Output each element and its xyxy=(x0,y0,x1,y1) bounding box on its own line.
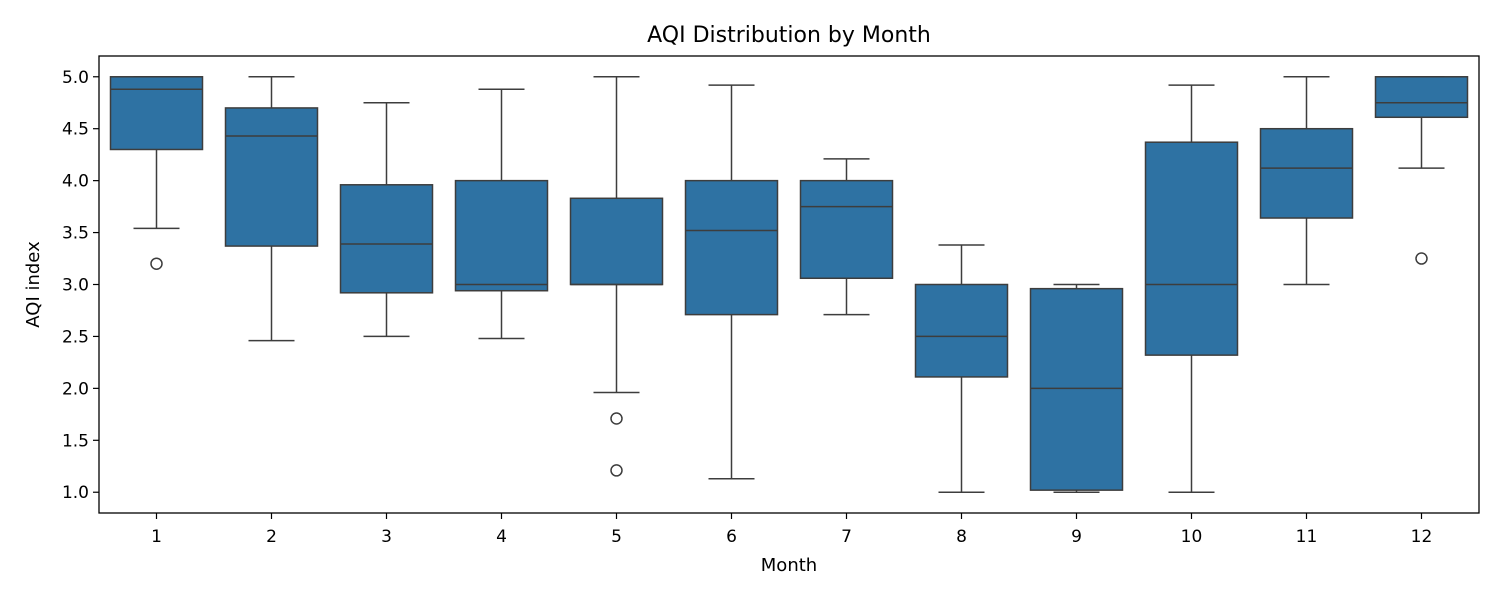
box-month-5 xyxy=(569,76,664,477)
x-tick-label: 11 xyxy=(1296,527,1318,547)
iqr-box xyxy=(454,179,549,292)
y-tick-label: 5.0 xyxy=(62,68,89,88)
y-tick-label: 1.0 xyxy=(62,483,89,503)
x-tick-label: 6 xyxy=(726,527,737,547)
x-tick-label: 4 xyxy=(496,527,507,547)
box-month-3 xyxy=(339,101,434,338)
box-month-8 xyxy=(914,244,1009,493)
x-axis: 1 2 3 4 5 6 7 8 9 10 11 12 xyxy=(151,513,1432,547)
iqr-box xyxy=(1144,141,1239,356)
box-month-7 xyxy=(799,158,894,316)
x-tick-label: 12 xyxy=(1411,527,1433,547)
x-axis-label: Month xyxy=(761,555,817,576)
iqr-box xyxy=(224,107,319,247)
box-month-12 xyxy=(1374,76,1469,265)
y-tick-label: 4.5 xyxy=(62,120,89,140)
iqr-box xyxy=(914,283,1009,378)
outlier-point xyxy=(1415,252,1428,265)
box-month-6 xyxy=(684,84,779,480)
box-month-10 xyxy=(1144,84,1239,493)
box-month-1 xyxy=(109,76,204,270)
outlier-point xyxy=(150,257,163,270)
y-tick-label: 3.5 xyxy=(62,224,89,244)
x-tick-label: 9 xyxy=(1071,527,1082,547)
y-tick-label: 1.5 xyxy=(62,431,89,451)
box-month-11 xyxy=(1259,76,1354,286)
iqr-box xyxy=(684,179,779,316)
y-tick-label: 4.0 xyxy=(62,172,89,192)
iqr-box xyxy=(339,184,434,294)
x-tick-label: 2 xyxy=(266,527,277,547)
box-month-4 xyxy=(454,88,549,340)
x-tick-label: 8 xyxy=(956,527,967,547)
y-axis-label: AQI index xyxy=(23,241,44,328)
x-tick-label: 3 xyxy=(381,527,392,547)
iqr-box xyxy=(799,179,894,280)
y-axis: 1.0 1.5 2.0 2.5 3.0 3.5 4.0 4.5 5.0 xyxy=(62,68,99,503)
x-tick-label: 10 xyxy=(1181,527,1203,547)
x-tick-label: 1 xyxy=(151,527,162,547)
y-tick-label: 2.5 xyxy=(62,327,89,347)
iqr-box xyxy=(569,197,664,286)
iqr-box xyxy=(109,76,204,151)
y-tick-label: 3.0 xyxy=(62,276,89,296)
iqr-box xyxy=(1374,76,1469,119)
chart-title: AQI Distribution by Month xyxy=(647,23,931,48)
outlier-point xyxy=(610,412,623,425)
outlier-point xyxy=(610,464,623,477)
box-month-9 xyxy=(1029,283,1124,493)
box-series xyxy=(109,76,1469,493)
box-month-2 xyxy=(224,76,319,342)
iqr-box xyxy=(1029,287,1124,491)
x-tick-label: 5 xyxy=(611,527,622,547)
x-tick-label: 7 xyxy=(841,527,852,547)
y-tick-label: 2.0 xyxy=(62,379,89,399)
iqr-box xyxy=(1259,127,1354,219)
